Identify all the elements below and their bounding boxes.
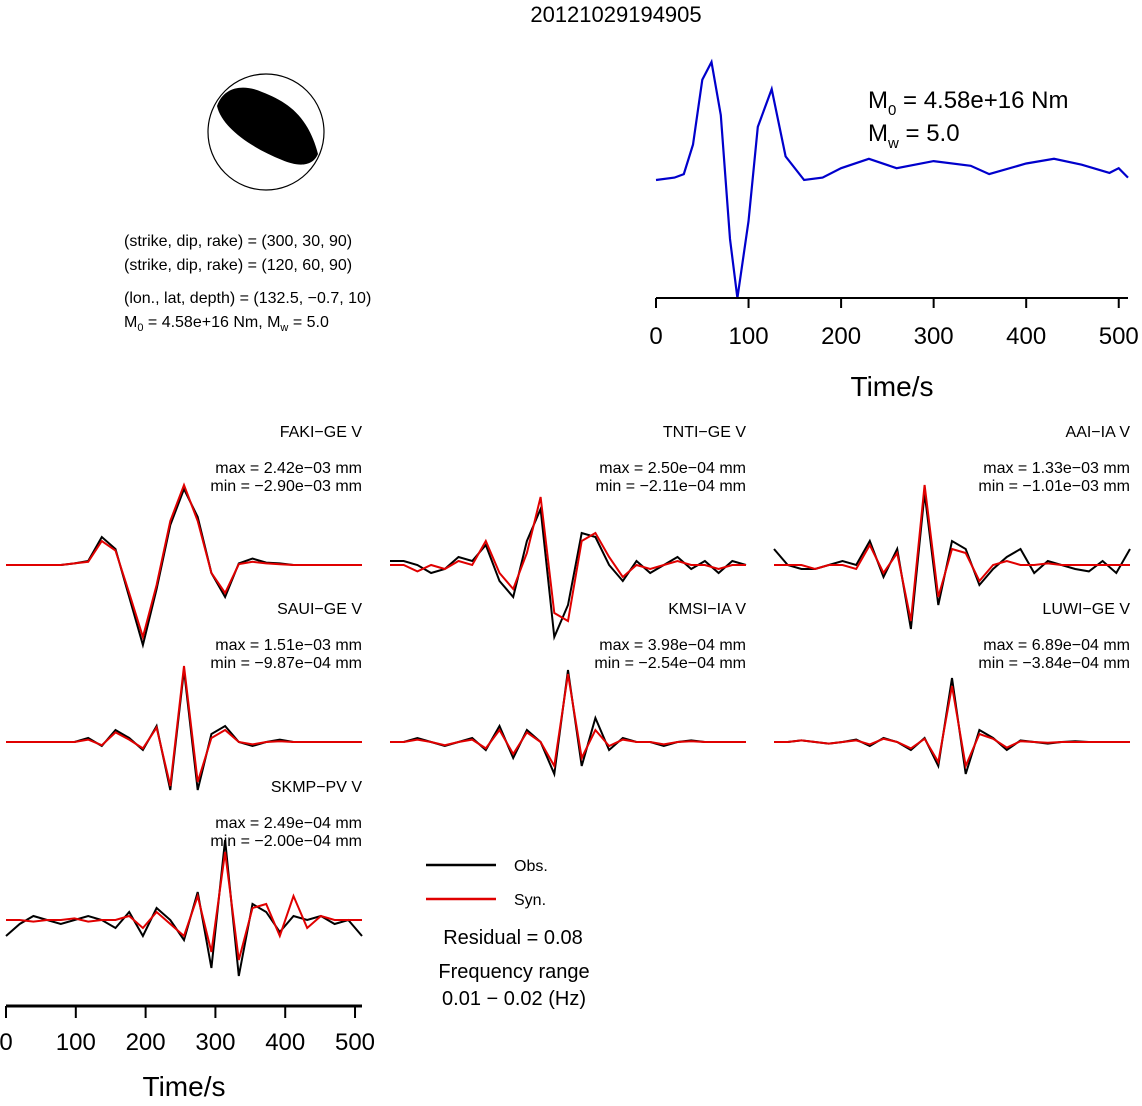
station-label: KMSI−IA V (668, 601, 746, 618)
nodal-plane-1: (strike, dip, rake) = (300, 30, 90) (124, 233, 352, 250)
residual-value: Residual = 0.08 (443, 927, 583, 949)
waveform-xtick-label: 300 (195, 1029, 235, 1056)
legend: Obs. Syn. Residual = 0.08 Frequency rang… (426, 858, 590, 1010)
trace-min-label: min = −2.90e−03 mm (210, 478, 362, 495)
stf-xtick-label: 100 (729, 323, 769, 350)
trace-min-label: min = −9.87e−04 mm (210, 655, 362, 672)
trace-min-label: min = −2.54e−04 mm (594, 655, 746, 672)
observed-trace (390, 669, 746, 778)
synthetic-trace (6, 482, 362, 641)
trace-min-label: min = −2.00e−04 mm (210, 833, 362, 850)
stf-xtick-label: 400 (1006, 323, 1046, 350)
stf-xtick-label: 500 (1099, 323, 1139, 350)
trace-max-label: max = 3.98e−04 mm (599, 637, 746, 654)
station-label: LUWI−GE V (1042, 601, 1130, 618)
observed-trace (390, 505, 747, 641)
source-time-function-plot: M0 = 4.58e+16 Nm Mw = 5.0 Time/s 0 100 200… (649, 58, 1139, 402)
stf-mw-label: Mw = 5.0 (868, 120, 960, 152)
station-label: FAKI−GE V (280, 424, 363, 441)
trace-max-label: max = 1.51e−03 mm (215, 637, 362, 654)
legend-syn-label: Syn. (514, 892, 546, 909)
waveform-xtick-label: 200 (126, 1029, 166, 1056)
synthetic-trace (6, 851, 362, 961)
mechanism-info: (strike, dip, rake) = (300, 30, 90) (str… (124, 233, 371, 334)
synthetic-trace (390, 673, 746, 770)
observed-trace (5, 839, 363, 977)
stf-m0-label: M0 = 4.58e+16 Nm (868, 87, 1068, 119)
legend-obs-label: Obs. (514, 858, 548, 875)
stf-xaxis-label: Time/s (851, 371, 934, 402)
observed-trace (774, 677, 1130, 775)
station-label: SAUI−GE V (277, 601, 362, 618)
trace-max-label: max = 6.89e−04 mm (983, 637, 1130, 654)
waveform-xaxis-label: Time/s (143, 1071, 226, 1102)
frequency-range-value: 0.01 − 0.02 (Hz) (442, 988, 586, 1010)
beachball-compressional-quadrant (217, 87, 318, 165)
station-label: TNTI−GE V (663, 424, 746, 441)
trace-min-label: min = −1.01e−03 mm (978, 478, 1130, 495)
waveform-time-axis: Time/s 0 100 200 300 400 500 (0, 1004, 375, 1102)
nodal-plane-2: (strike, dip, rake) = (120, 60, 90) (124, 257, 352, 274)
stf-xtick-label: 300 (914, 323, 954, 350)
frequency-range-title: Frequency range (438, 961, 589, 983)
station-label: AAI−IA V (1066, 424, 1131, 441)
synthetic-trace (6, 665, 362, 787)
hypocenter-location: (lon., lat, depth) = (132.5, −0.7, 10) (124, 290, 371, 307)
moment-magnitude-line: M0 = 4.58e+16 Nm, Mw = 5.0 (124, 314, 329, 334)
synthetic-trace (774, 685, 1130, 770)
observed-trace (6, 486, 362, 649)
waveform-xtick-label: 400 (265, 1029, 305, 1056)
waveform-xtick-label: 500 (335, 1029, 375, 1056)
trace-min-label: min = −3.84e−04 mm (978, 655, 1130, 672)
station-label: SKMP−PV V (271, 779, 362, 796)
observed-trace (6, 669, 362, 791)
trace-max-label: max = 2.50e−04 mm (599, 460, 746, 477)
stf-series-line (655, 58, 1129, 299)
waveform-xtick-label: 100 (56, 1029, 96, 1056)
waveform-xtick-label: 0 (0, 1029, 13, 1056)
synthetic-trace (390, 496, 746, 623)
trace-max-label: max = 2.49e−04 mm (215, 815, 362, 832)
trace-max-label: max = 1.33e−03 mm (983, 460, 1130, 477)
stf-xtick-label: 200 (821, 323, 861, 350)
beachball (207, 73, 325, 191)
trace-max-label: max = 2.42e−03 mm (215, 460, 362, 477)
stf-xtick-label: 0 (649, 323, 662, 350)
observed-trace (773, 492, 1131, 630)
trace-min-label: min = −2.11e−04 mm (596, 478, 746, 495)
synthetic-trace (774, 484, 1130, 622)
figure-title: 20121029194905 (530, 2, 701, 27)
